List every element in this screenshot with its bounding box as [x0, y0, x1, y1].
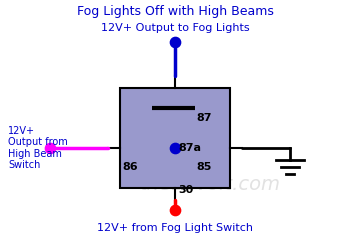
- Text: 12V+ from Fog Light Switch: 12V+ from Fog Light Switch: [97, 223, 253, 233]
- Text: 30: 30: [178, 185, 193, 195]
- Text: the12volt.com: the12volt.com: [140, 175, 281, 195]
- Text: Fog Lights Off with High Beams: Fog Lights Off with High Beams: [76, 5, 273, 18]
- Point: [172, 208, 178, 212]
- Text: 87: 87: [196, 113, 211, 123]
- Point: [47, 146, 53, 150]
- Point: [172, 146, 178, 150]
- Point: [172, 40, 178, 44]
- Text: 86: 86: [122, 162, 138, 172]
- Text: 87a: 87a: [178, 143, 201, 153]
- Bar: [120, 88, 230, 188]
- Text: 12V+
Output from
High Beam
Switch: 12V+ Output from High Beam Switch: [8, 126, 68, 170]
- Text: 85: 85: [196, 162, 211, 172]
- Text: 12V+ Output to Fog Lights: 12V+ Output to Fog Lights: [101, 23, 249, 33]
